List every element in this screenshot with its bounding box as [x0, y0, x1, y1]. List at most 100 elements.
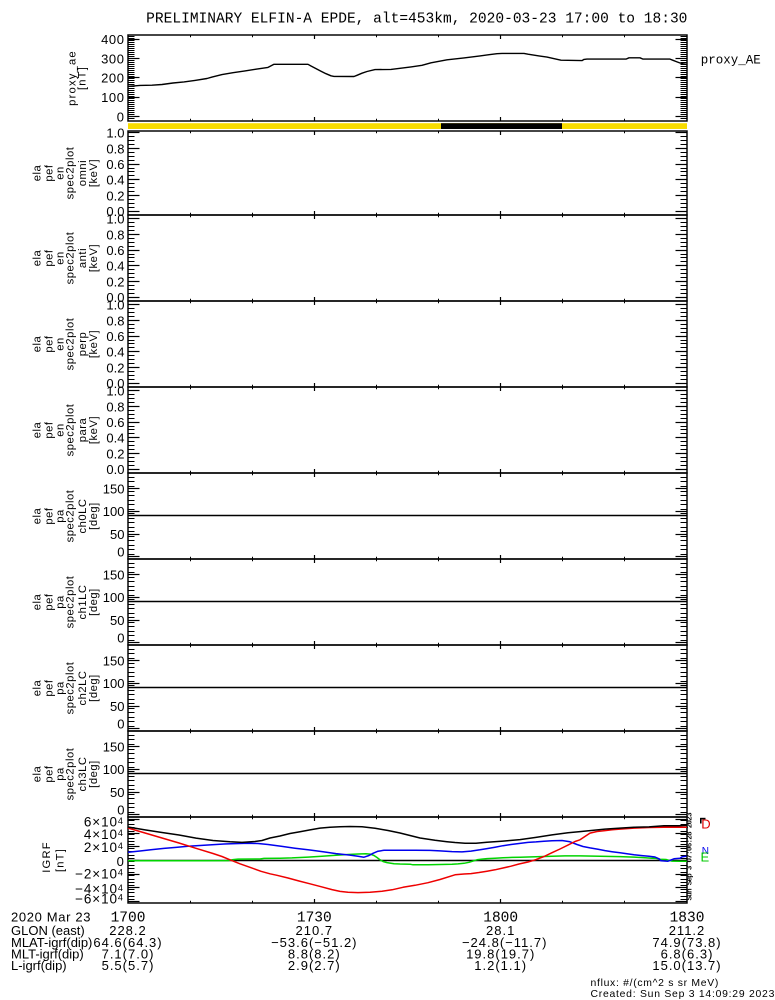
svg-text:spec2plot: spec2plot: [65, 317, 77, 370]
svg-text:0.2: 0.2: [106, 274, 124, 289]
svg-text:0.8: 0.8: [106, 141, 124, 156]
svg-text:−4×104: −4×104: [75, 882, 124, 897]
svg-text:−2×104: −2×104: [75, 867, 124, 882]
svg-text:ela: ela: [31, 164, 43, 181]
svg-text:0: 0: [117, 110, 125, 125]
svg-text:1730: 1730: [297, 910, 332, 926]
svg-text:0: 0: [117, 803, 124, 818]
svg-text:IGRF: IGRF: [41, 841, 53, 873]
svg-text:1.0: 1.0: [106, 126, 124, 141]
svg-text:0.0: 0.0: [106, 462, 124, 477]
svg-text:spec2plot: spec2plot: [65, 231, 77, 284]
svg-text:spec2plot: spec2plot: [65, 575, 77, 628]
svg-text:100: 100: [103, 590, 125, 605]
svg-text:anti: anti: [77, 248, 89, 268]
svg-text:0.2: 0.2: [106, 446, 124, 461]
svg-text:spec2plot: spec2plot: [65, 146, 77, 199]
svg-text:0.8: 0.8: [106, 399, 124, 414]
svg-text:[deg]: [deg]: [88, 760, 100, 788]
svg-text:omni: omni: [77, 160, 89, 186]
svg-text:15.0(13.7): 15.0(13.7): [652, 958, 721, 973]
svg-text:pa: pa: [55, 681, 67, 695]
svg-text:MLAT-igrf(dip): MLAT-igrf(dip): [11, 935, 92, 950]
svg-text:perp: perp: [77, 332, 89, 357]
svg-text:0.6: 0.6: [106, 329, 124, 344]
svg-text:ela: ela: [31, 765, 43, 782]
svg-text:nflux: #/(cm^2 s sr MeV): nflux: #/(cm^2 s sr MeV): [591, 978, 720, 989]
svg-text:Created: Sun Sep 3 14:09:29 2: Created: Sun Sep 3 14:09:29 2023: [591, 989, 775, 1000]
svg-text:spec2plot: spec2plot: [65, 489, 77, 542]
svg-text:N: N: [702, 846, 709, 857]
svg-text:210.7: 210.7: [296, 923, 334, 938]
svg-text:2.9(2.7): 2.9(2.7): [288, 958, 341, 973]
svg-text:50: 50: [110, 785, 124, 800]
svg-text:[deg]: [deg]: [88, 502, 100, 530]
svg-text:−24.8(−11.7): −24.8(−11.7): [462, 935, 547, 950]
svg-text:ch3LC: ch3LC: [77, 756, 89, 791]
svg-text:0: 0: [117, 631, 124, 646]
svg-text:pef: pef: [43, 421, 55, 439]
svg-text:spec2plot: spec2plot: [65, 403, 77, 456]
svg-text:[keV]: [keV]: [88, 159, 100, 187]
svg-text:0.0: 0.0: [106, 290, 124, 305]
svg-text:74.9(73.8): 74.9(73.8): [652, 935, 721, 950]
svg-text:100: 100: [103, 504, 125, 519]
svg-text:100: 100: [103, 762, 125, 777]
svg-text:Sun Sep 3 07:06:28 2023: Sun Sep 3 07:06:28 2023: [687, 812, 695, 901]
svg-text:0.6: 0.6: [106, 243, 124, 258]
svg-text:200: 200: [101, 71, 124, 86]
svg-text:en: en: [55, 251, 67, 265]
svg-text:[nT]: [nT]: [77, 66, 89, 90]
svg-text:ela: ela: [31, 249, 43, 266]
svg-text:ch2LC: ch2LC: [77, 670, 89, 705]
svg-text:pa: pa: [55, 767, 67, 781]
svg-text:ch0LC: ch0LC: [77, 498, 89, 533]
svg-text:pef: pef: [43, 765, 55, 783]
svg-text:ela: ela: [31, 335, 43, 352]
svg-text:GLON (east): GLON (east): [11, 923, 85, 938]
svg-text:2020 Mar 23: 2020 Mar 23: [11, 909, 91, 924]
svg-text:0: 0: [117, 854, 124, 869]
svg-text:0.6: 0.6: [106, 157, 124, 172]
svg-text:0.4: 0.4: [106, 431, 124, 446]
svg-text:400: 400: [101, 32, 124, 47]
svg-text:MLT-igrf(dip): MLT-igrf(dip): [11, 947, 84, 962]
svg-text:pef: pef: [43, 164, 55, 182]
svg-text:0.0: 0.0: [106, 204, 124, 219]
svg-text:ela: ela: [31, 679, 43, 696]
svg-text:211.2: 211.2: [669, 923, 706, 938]
svg-text:D: D: [701, 816, 710, 831]
svg-text:150: 150: [103, 568, 125, 583]
svg-text:pef: pef: [43, 335, 55, 353]
svg-text:[deg]: [deg]: [88, 588, 100, 616]
svg-text:[keV]: [keV]: [88, 330, 100, 358]
svg-text:0.6: 0.6: [106, 415, 124, 430]
svg-text:ela: ela: [31, 593, 43, 610]
svg-text:pef: pef: [43, 679, 55, 697]
svg-text:−6×104: −6×104: [75, 891, 124, 906]
svg-text:150: 150: [103, 740, 125, 755]
svg-text:0.8: 0.8: [106, 313, 124, 328]
svg-text:8.8(8.2): 8.8(8.2): [288, 947, 341, 962]
svg-text:pa: pa: [55, 509, 67, 523]
svg-text:proxy_ae: proxy_ae: [67, 50, 79, 106]
svg-text:ch1LC: ch1LC: [77, 584, 89, 619]
svg-text:ela: ela: [31, 421, 43, 438]
svg-text:0.8: 0.8: [106, 227, 124, 242]
svg-text:4×104: 4×104: [84, 827, 124, 842]
svg-text:50: 50: [110, 613, 124, 628]
svg-text:50: 50: [110, 699, 124, 714]
svg-text:[keV]: [keV]: [88, 416, 100, 444]
svg-text:0.0: 0.0: [106, 376, 124, 391]
svg-text:[keV]: [keV]: [88, 244, 100, 272]
svg-text:spec2plot: spec2plot: [65, 661, 77, 714]
svg-text:1.0: 1.0: [106, 384, 124, 399]
svg-text:pef: pef: [43, 593, 55, 611]
svg-text:en: en: [55, 423, 67, 437]
svg-text:proxy_AE: proxy_AE: [701, 54, 761, 68]
svg-text:300: 300: [101, 51, 124, 66]
svg-text:ela: ela: [31, 507, 43, 524]
svg-text:0.4: 0.4: [106, 259, 124, 274]
svg-text:1830: 1830: [670, 910, 705, 926]
svg-text:1.2(1.1): 1.2(1.1): [474, 958, 527, 973]
